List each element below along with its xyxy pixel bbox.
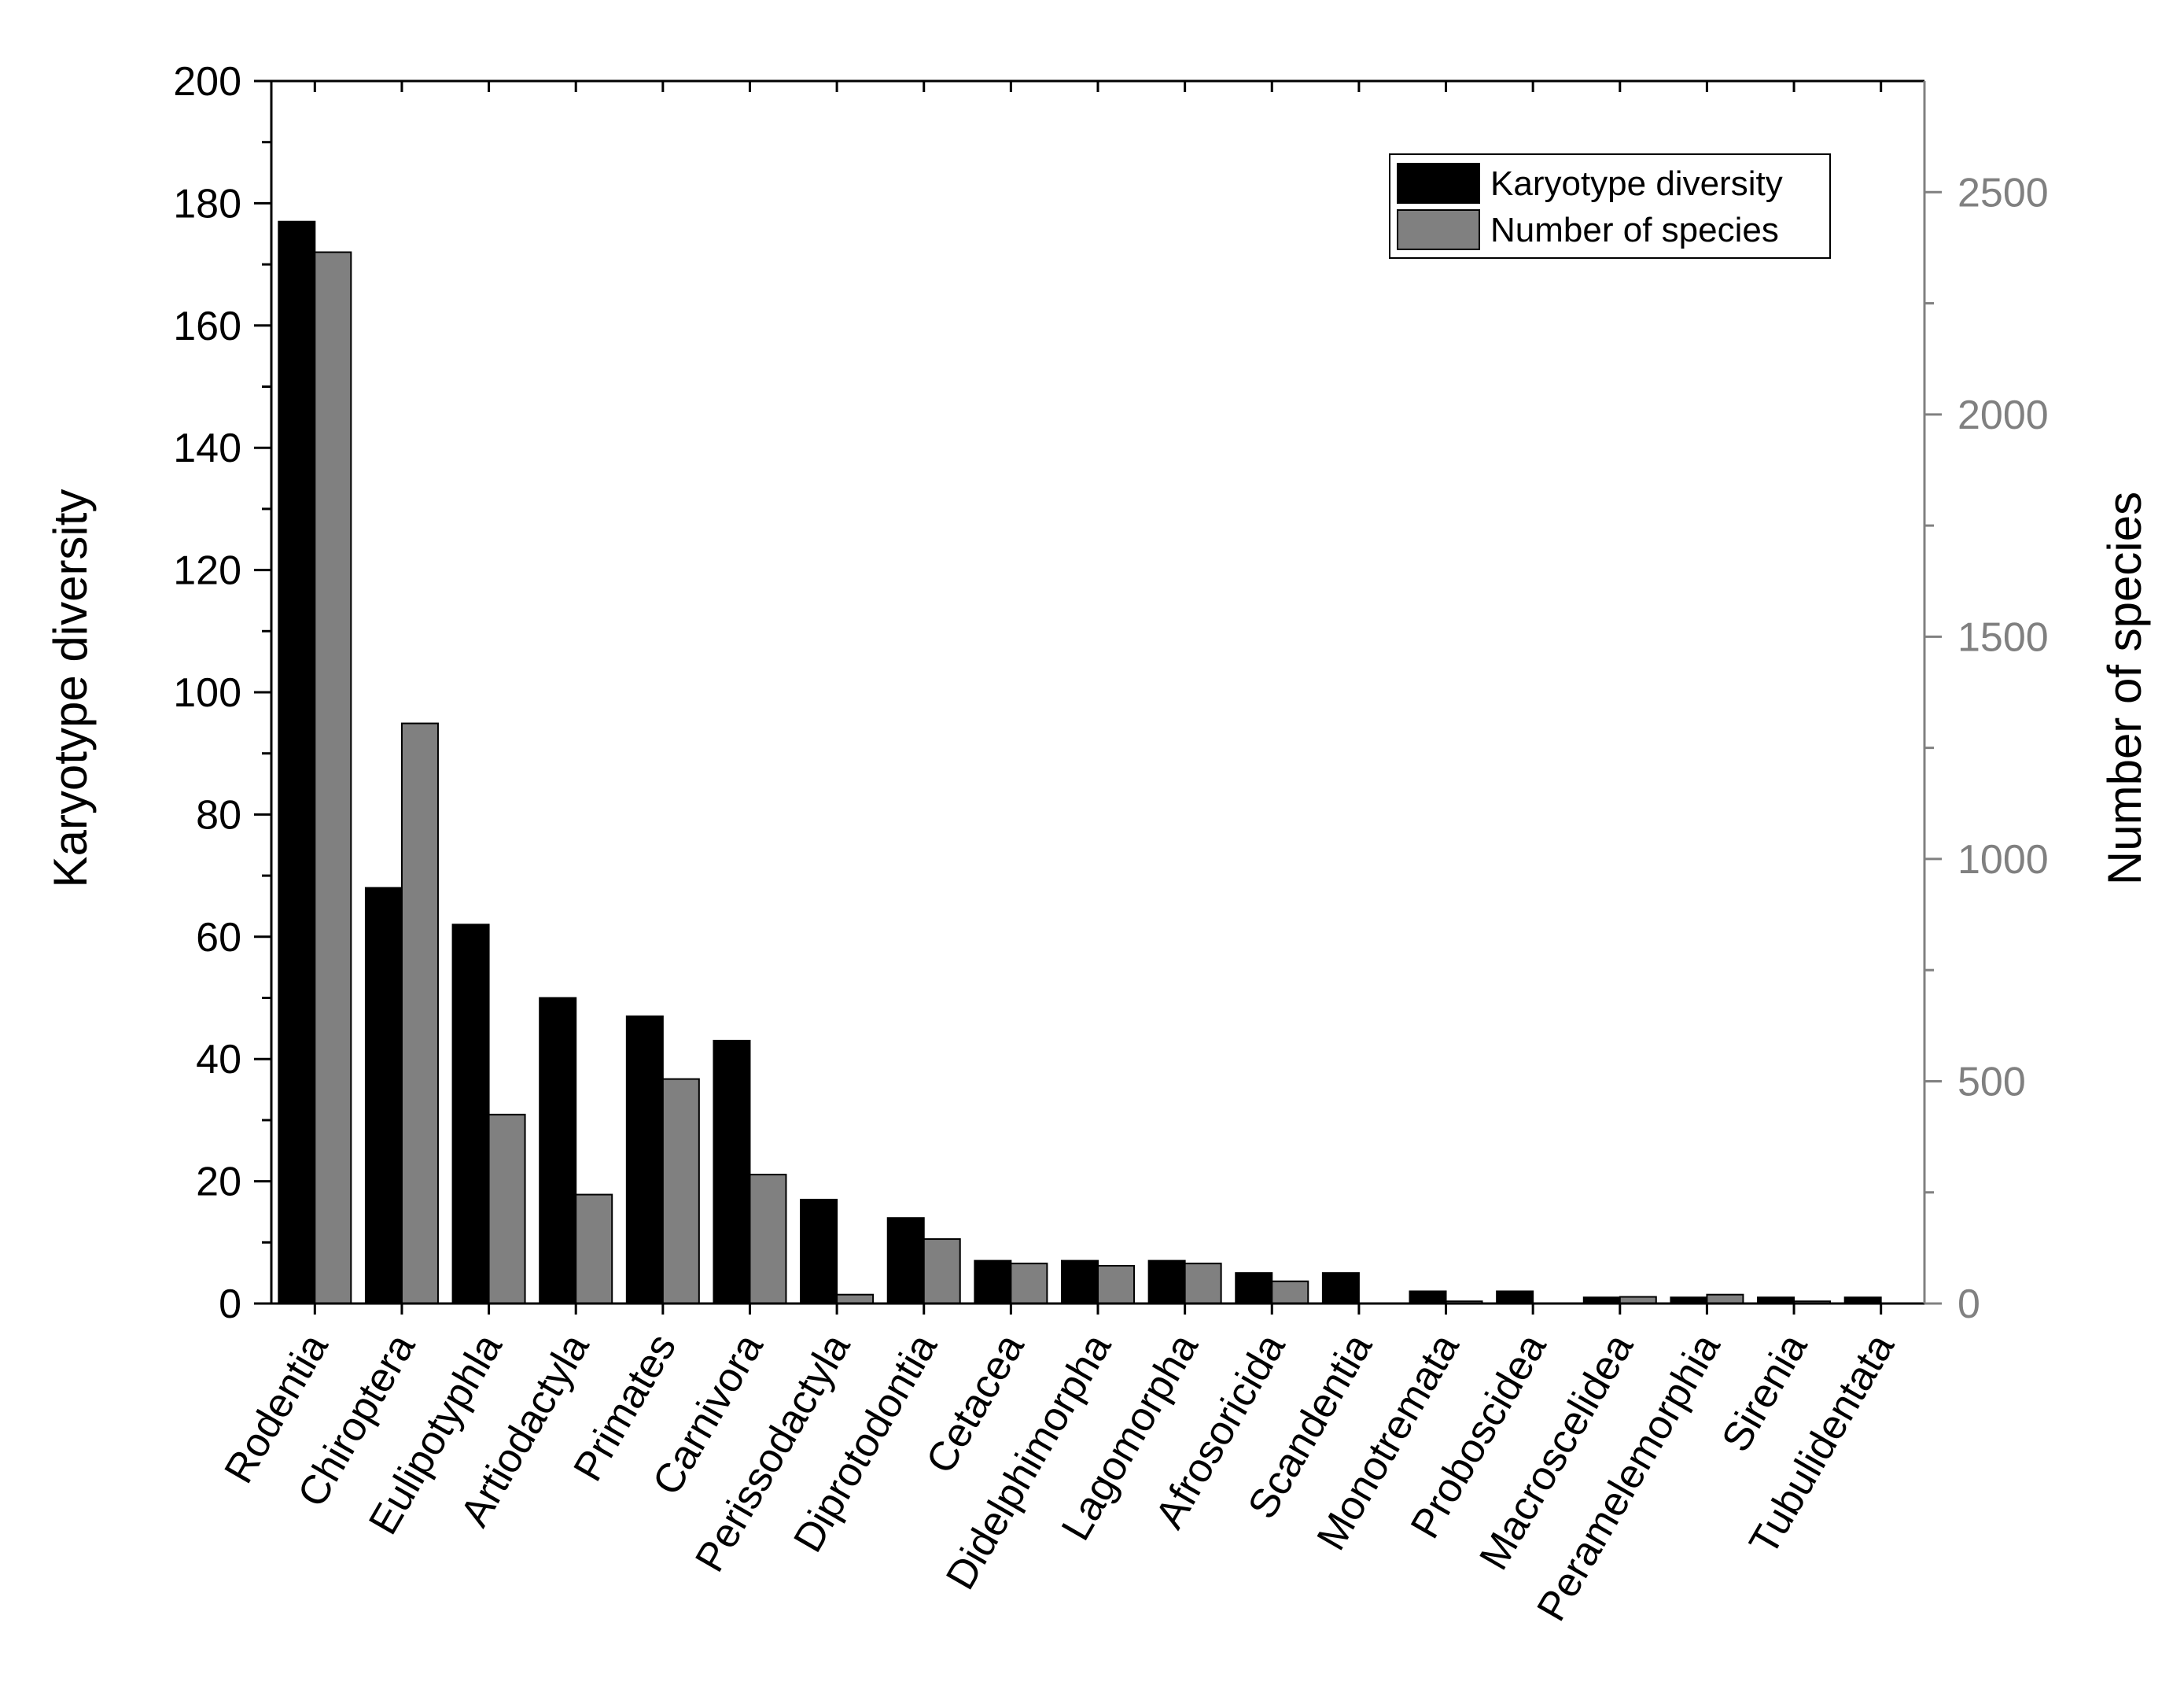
bar-number-of-species-peramelemorphia: [1706, 1293, 1744, 1305]
legend-label-number-of-species: Number of species: [1490, 211, 1779, 249]
bar-number-of-species-chiroptera: [400, 722, 439, 1304]
bar-karyotype-diversity-didelphimorpha: [1061, 1259, 1099, 1304]
bar-number-of-species-didelphimorpha: [1097, 1264, 1135, 1305]
y-axis-title: Karyotype diversity: [44, 489, 97, 888]
bars-layer: [278, 220, 1882, 1305]
bar-number-of-species-eulipotyphla: [488, 1113, 526, 1304]
bar-number-of-species-primates: [661, 1078, 700, 1305]
y-tick-label: 180: [173, 181, 241, 227]
bar-number-of-species-lagomorpha: [1184, 1263, 1222, 1305]
y-tick-label: 160: [173, 304, 241, 349]
bar-number-of-species-cetacea: [1010, 1263, 1048, 1305]
y-tick-label: 120: [173, 548, 241, 594]
bar-karyotype-diversity-scandentia: [1321, 1272, 1360, 1305]
y-tick-label: 0: [219, 1281, 241, 1327]
bar-number-of-species-diprotodontia: [923, 1238, 961, 1304]
bar-karyotype-diversity-artiodactyla: [539, 997, 577, 1304]
bar-karyotype-diversity-lagomorpha: [1147, 1259, 1186, 1304]
y2-tick-label: 0: [1957, 1281, 1980, 1327]
bar-karyotype-diversity-eulipotyphla: [451, 924, 490, 1304]
bar-number-of-species-artiodactyla: [575, 1193, 613, 1304]
bar-number-of-species-afrosoricida: [1271, 1280, 1309, 1305]
bar-karyotype-diversity-carnivora: [713, 1039, 751, 1304]
y2-tick-label: 2500: [1957, 170, 2049, 216]
legend-swatch-karyotype-diversity: [1397, 163, 1480, 204]
y-tick-label: 60: [196, 915, 241, 961]
y-tick-label: 100: [173, 670, 241, 716]
y-tick-label: 80: [196, 792, 241, 838]
bar-number-of-species-perissodactyla: [836, 1293, 875, 1305]
y-tick-label: 140: [173, 426, 241, 471]
legend-swatch-number-of-species: [1397, 209, 1480, 250]
bar-karyotype-diversity-diprotodontia: [886, 1217, 925, 1304]
y-tick-label: 200: [173, 59, 241, 105]
bar-number-of-species-rodentia: [314, 251, 352, 1304]
bar-karyotype-diversity-perissodactyla: [800, 1198, 838, 1305]
bar-karyotype-diversity-proboscidea: [1496, 1290, 1534, 1304]
axes-layer: 0204060801001201401601802000500100015002…: [173, 59, 2048, 1327]
bar-karyotype-diversity-rodentia: [278, 220, 316, 1305]
y2-tick-label: 1500: [1957, 614, 2049, 660]
y2-tick-label: 500: [1957, 1059, 2026, 1104]
y2-axis-title: Number of species: [2098, 492, 2151, 885]
bar-karyotype-diversity-cetacea: [974, 1259, 1012, 1304]
bar-karyotype-diversity-primates: [625, 1015, 664, 1305]
bar-karyotype-diversity-afrosoricida: [1235, 1272, 1273, 1305]
legend: Karyotype diversity Number of species: [1389, 153, 1831, 259]
category-labels: RodentiaChiropteraEulipotyphlaArtiodacty…: [215, 1326, 1903, 1629]
bar-karyotype-diversity-monotremata: [1409, 1290, 1447, 1304]
y2-tick-label: 1000: [1957, 837, 2049, 883]
bar-number-of-species-carnivora: [749, 1174, 787, 1305]
legend-label-karyotype-diversity: Karyotype diversity: [1490, 164, 1783, 203]
y-tick-label: 20: [196, 1160, 241, 1205]
y-tick-label: 40: [196, 1037, 241, 1082]
y2-tick-label: 2000: [1957, 393, 2049, 438]
bar-karyotype-diversity-chiroptera: [364, 887, 403, 1304]
